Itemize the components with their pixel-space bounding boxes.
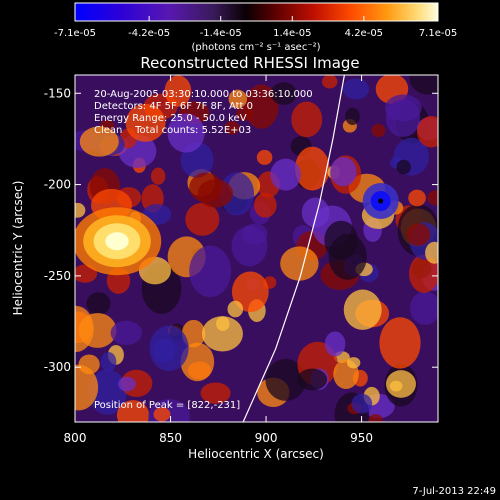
peak-position-label: Position of Peak = [822,-231] (94, 400, 240, 411)
x-tick-label: 950 (350, 431, 373, 445)
x-tick-label: 800 (64, 431, 87, 445)
heatmap-cell (75, 202, 86, 218)
heatmap-cell (116, 400, 150, 422)
heatmap-cell (189, 245, 232, 298)
heatmap-cell (201, 316, 243, 352)
heatmap-cell (200, 382, 231, 404)
annotation-energy-range: Energy Range: 25.0 - 50.0 keV (94, 113, 247, 124)
heatmap-cell (406, 223, 431, 246)
y-axis-label: Heliocentric Y (arcsec) (11, 181, 25, 316)
x-tick-label: 900 (255, 431, 278, 445)
colorbar-tick-label: 7.1e-05 (419, 28, 457, 39)
heatmap-cell (371, 123, 386, 138)
minimum-marker (378, 198, 384, 204)
heatmap-cell (425, 241, 438, 264)
heatmap-cell (291, 101, 323, 138)
heatmap-cell (295, 146, 330, 191)
x-axis: 800 850 900 950 (64, 75, 373, 445)
y-tick-label: -200 (44, 178, 71, 192)
heatmap-cell (235, 105, 253, 121)
heatmap-cell (189, 172, 223, 203)
heatmap-cell (396, 159, 411, 175)
heatmap-cell (100, 351, 117, 372)
x-tick-label: 850 (159, 431, 182, 445)
annotation-detectors: Detectors: 4F 5F 6F 7F 8F, Att 0 (94, 101, 253, 112)
heatmap-cell (181, 319, 206, 348)
y-tick-label: -300 (44, 360, 71, 374)
heatmap-cell (297, 368, 328, 391)
heatmap-cell (265, 358, 307, 401)
heatmap-cell (254, 192, 277, 218)
heatmap-cell (409, 254, 438, 293)
footer-timestamp: 7-Jul-2013 22:49 (412, 486, 496, 497)
heatmap-cell (185, 202, 220, 236)
heatmap-cell (167, 113, 205, 153)
heatmap-cell (270, 158, 301, 191)
heatmap-cell (110, 320, 143, 345)
heatmap-cell (427, 190, 438, 206)
annotation-time-range: 20-Aug-2005 03:30:10.000 to 03:36:10.000 (94, 89, 313, 100)
colorbar-tick-label: -4.2e-05 (128, 28, 170, 39)
heatmap-cell (389, 380, 403, 392)
heatmap-cell (86, 292, 111, 315)
y-axis: -150 -200 -250 -300 (44, 86, 438, 374)
heatmap-cell (118, 376, 136, 392)
heatmap-cell (180, 342, 215, 382)
heatmap-cell (342, 78, 370, 100)
heatmap-cell (125, 103, 166, 142)
heatmap-cell (219, 172, 255, 216)
heatmap-cell (280, 246, 319, 281)
heatmap-cell (153, 407, 171, 422)
heatmap-cell (351, 393, 373, 414)
heatmap-cell (150, 167, 166, 185)
heatmap-cell (343, 289, 382, 330)
heatmap-cell (224, 120, 240, 135)
heatmap-cell (256, 149, 273, 165)
heatmap-cell (321, 75, 338, 89)
heatmap-cell (149, 325, 189, 372)
colorbar-tick-label: 4.2e-05 (345, 28, 383, 39)
heatmap-cell (227, 300, 244, 318)
heatmap-cell (244, 84, 279, 129)
colorbar-ticks: -7.1e-05 -4.2e-05 -1.4e-05 1.4e-05 4.2e-05 7.… (54, 16, 457, 39)
heatmap-cell (345, 107, 360, 126)
heatmap-peak (105, 232, 129, 251)
heatmap-cell (346, 357, 361, 369)
colorbar-tick-label: -1.4e-05 (200, 28, 242, 39)
heatmap-cell (75, 364, 99, 411)
heatmap-cell (379, 317, 421, 369)
heatmap-cell (385, 94, 422, 122)
chart-title: Reconstructed RHESSI Image (140, 54, 359, 72)
colorbar (74, 2, 439, 22)
colorbar-tick-label: -7.1e-05 (54, 28, 96, 39)
heatmap-cell (88, 369, 127, 415)
heatmap-cell (408, 189, 426, 207)
heatmap-cell (75, 264, 98, 283)
colorbar-units-label: (photons cm⁻² s⁻¹ asec⁻²) (191, 42, 320, 53)
plot-frame (74, 74, 439, 423)
heatmap-cell (409, 75, 438, 95)
heatmap-cell (410, 291, 438, 325)
solar-limb-curve (242, 75, 345, 422)
heatmap-cell (164, 75, 192, 107)
heatmap-cell (417, 116, 438, 148)
heatmap-cell (330, 157, 357, 187)
heatmap-image (75, 75, 438, 422)
heatmap-cell (228, 89, 248, 109)
heatmap-cell (324, 331, 346, 357)
heatmap-cell (79, 126, 119, 157)
heatmap-cell (231, 271, 269, 312)
heatmap-cell (368, 414, 383, 422)
heatmap-cell (328, 233, 367, 280)
colorbar-tick-label: 1.4e-05 (273, 28, 311, 39)
y-tick-label: -150 (44, 86, 71, 100)
heatmap-cell (270, 82, 297, 105)
heatmap-cell (241, 223, 268, 245)
x-axis-label: Heliocentric X (arcsec) (188, 447, 324, 461)
y-tick-label: -250 (44, 269, 71, 283)
heatmap-cell (75, 305, 94, 352)
annotation-clean-counts: Clean Total counts: 5.52E+03 (94, 125, 251, 136)
